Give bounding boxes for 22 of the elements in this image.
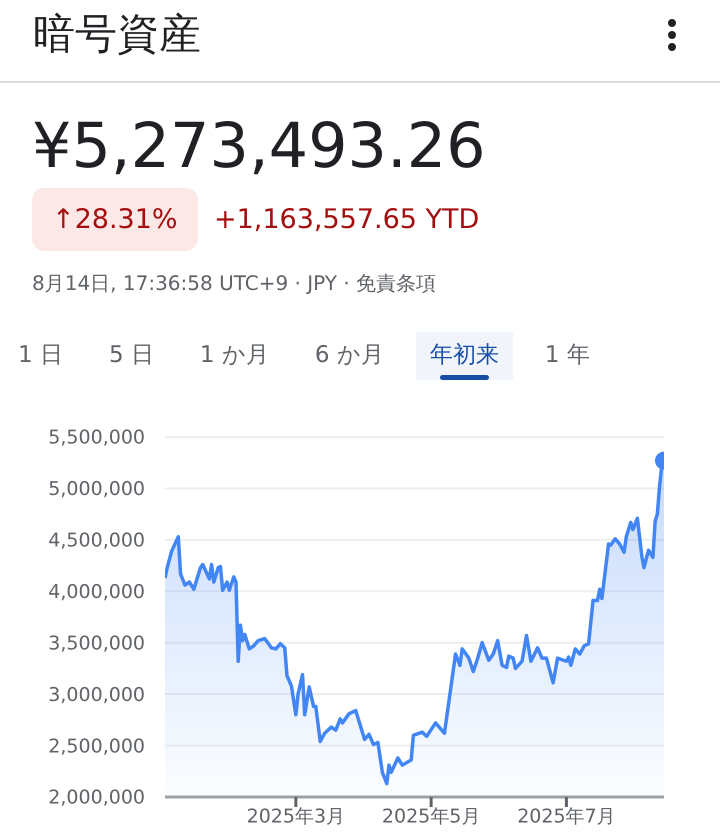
- chart-subtitle: ¥5,273,493.26: [32, 108, 486, 184]
- text: 1 年: [544, 341, 591, 370]
- y-tick-label: 4,000,000: [48, 581, 145, 604]
- text: 1 か月: [198, 341, 270, 370]
- x-tick-label: 2025年5月: [382, 805, 480, 828]
- text: 8月14日, 17:36:58 UTC+9 · JPY · 免責条項: [32, 270, 436, 297]
- y-tick-label: 2,000,000: [48, 786, 145, 809]
- chart-title: 暗号資産: [33, 8, 201, 60]
- y-tick-label: 4,500,000: [48, 530, 145, 552]
- text: ↑28.31%: [32, 188, 198, 251]
- y-tick-label: 3,500,000: [48, 632, 145, 654]
- x-tick-label: 2025年3月: [246, 805, 346, 828]
- text: 1 日: [17, 341, 64, 370]
- y-tick-label: 2,500,000: [48, 735, 145, 758]
- text: 5 日: [108, 341, 155, 370]
- y-tick-label: 3,000,000: [48, 684, 145, 706]
- x-tick-label: 2025年7月: [517, 805, 616, 828]
- y-tick-label: 5,500,000: [48, 426, 145, 449]
- y-tick-label: 5,000,000: [48, 478, 145, 500]
- text: +1,163,557.65 YTD: [214, 203, 480, 237]
- text: 年初来: [416, 332, 513, 380]
- text: 6 か月: [314, 341, 385, 370]
